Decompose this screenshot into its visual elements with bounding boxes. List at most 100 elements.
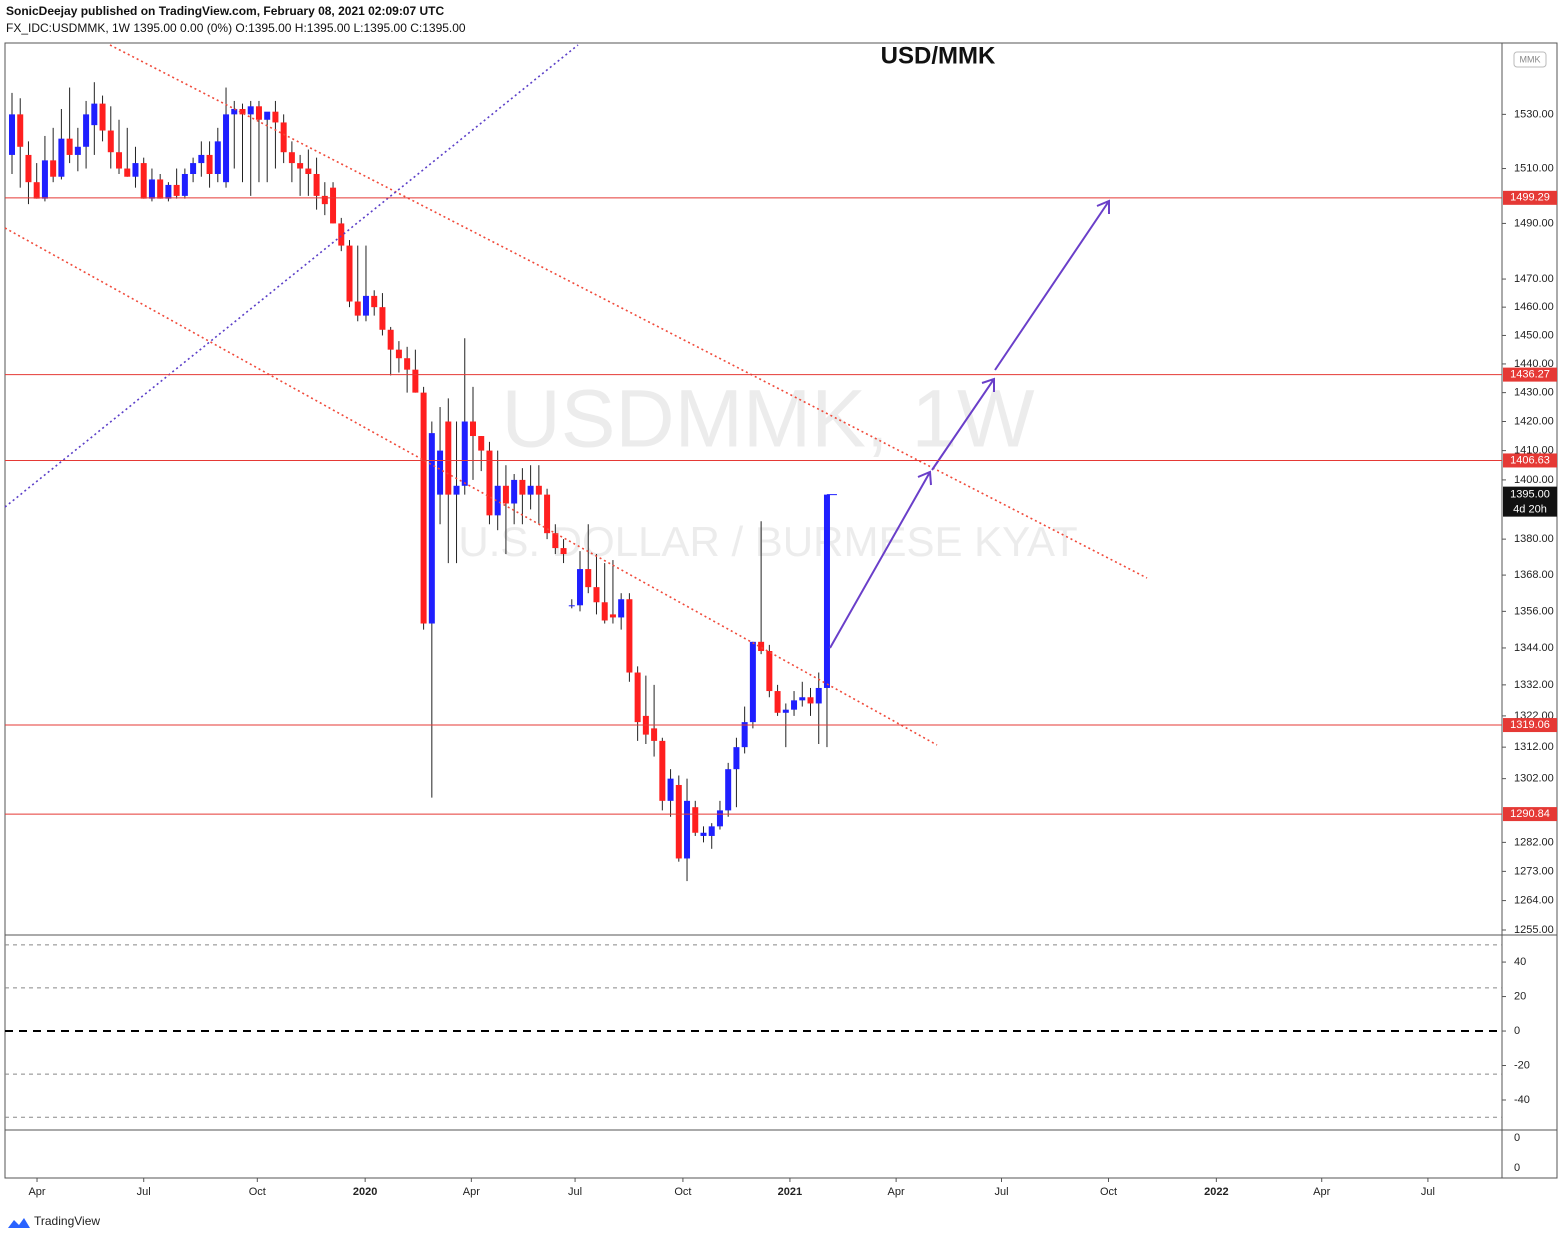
x-tick-label: Jul bbox=[568, 1186, 582, 1198]
y-tick-label: 1302.00 bbox=[1514, 773, 1554, 785]
level-label: 1406.63 bbox=[1510, 454, 1550, 466]
x-tick-label: 2022 bbox=[1204, 1186, 1228, 1198]
candle-body bbox=[190, 163, 197, 174]
candle-body bbox=[700, 832, 707, 836]
candle-body bbox=[239, 108, 246, 115]
candle-body bbox=[601, 602, 608, 621]
candle-body bbox=[116, 152, 123, 169]
candle-body bbox=[288, 152, 295, 164]
countdown: 4d 20h bbox=[1513, 504, 1547, 516]
candle-body bbox=[774, 691, 781, 713]
series bbox=[8, 82, 830, 882]
candle-body bbox=[634, 672, 641, 723]
candle-body bbox=[223, 114, 230, 183]
candle-body bbox=[412, 369, 419, 393]
y-tick-label: 1264.00 bbox=[1514, 894, 1554, 906]
x-tick-label: Apr bbox=[28, 1186, 45, 1198]
candle-body bbox=[708, 826, 715, 836]
candle-body bbox=[50, 160, 57, 177]
candle-body bbox=[387, 329, 394, 350]
watermark-subtitle: U.S. DOLLAR / BURMESE KYAT bbox=[458, 518, 1077, 565]
candle-body bbox=[66, 138, 73, 155]
y-tick-label: 1312.00 bbox=[1514, 741, 1554, 753]
candle-body bbox=[428, 433, 435, 624]
candle-body bbox=[486, 450, 493, 516]
y-tick-label: 1430.00 bbox=[1514, 387, 1554, 399]
level-label: 1290.84 bbox=[1510, 808, 1550, 820]
candle-body bbox=[445, 421, 452, 495]
logo bbox=[8, 1218, 30, 1228]
chart-title: USD/MMK bbox=[881, 42, 996, 69]
candle-body bbox=[124, 168, 131, 177]
currency: MMK bbox=[1520, 54, 1541, 64]
candle-body bbox=[733, 747, 740, 770]
candle-body bbox=[272, 111, 279, 123]
level-label: 1436.27 bbox=[1510, 369, 1550, 381]
candle-body bbox=[107, 130, 114, 153]
candle-body bbox=[354, 301, 361, 316]
candle-body bbox=[519, 479, 526, 495]
level-tag bbox=[1503, 718, 1557, 733]
candle-body bbox=[437, 450, 444, 495]
candle-body bbox=[725, 769, 732, 811]
candle-body bbox=[626, 599, 633, 673]
candle-body bbox=[560, 548, 567, 555]
candle-body bbox=[313, 173, 320, 196]
oscillator-tick-label: -20 bbox=[1514, 1059, 1530, 1071]
candle-body bbox=[33, 182, 40, 199]
candle-body bbox=[544, 494, 551, 534]
oscillator-tick-label: -40 bbox=[1514, 1094, 1530, 1106]
x-tick-label: Oct bbox=[674, 1186, 691, 1198]
level-label: 1319.06 bbox=[1510, 719, 1550, 731]
lower-pane-label: 0 bbox=[1514, 1132, 1520, 1144]
candle-body bbox=[577, 569, 584, 606]
arrow bbox=[994, 199, 1110, 371]
x-tick-label: 2021 bbox=[778, 1186, 802, 1198]
candle-body bbox=[618, 599, 625, 618]
y-tick-label: 1356.00 bbox=[1514, 605, 1554, 617]
candle-body bbox=[791, 700, 798, 710]
candle-body bbox=[157, 179, 164, 199]
candle-body bbox=[330, 187, 337, 224]
candle-body bbox=[231, 108, 238, 115]
candle-body bbox=[585, 569, 592, 588]
header-line2: FX_IDC:USDMMK, 1W 1395.00 0.00 (0%) O:13… bbox=[6, 21, 466, 35]
currency-box bbox=[1513, 51, 1547, 68]
candle-body bbox=[17, 114, 24, 147]
y-tick-label: 1273.00 bbox=[1514, 865, 1554, 877]
x-tick-label: Apr bbox=[888, 1186, 905, 1198]
candle-body bbox=[379, 307, 386, 330]
candle-body bbox=[535, 485, 542, 495]
y-tick-label: 1282.00 bbox=[1514, 836, 1554, 848]
candle-body bbox=[782, 709, 789, 713]
candle-body bbox=[494, 485, 501, 516]
y-tick-label: 1530.00 bbox=[1514, 108, 1554, 120]
y-tick-label: 1420.00 bbox=[1514, 415, 1554, 427]
candle-body bbox=[247, 106, 254, 115]
candle-body bbox=[552, 533, 559, 549]
y-tick-label: 1450.00 bbox=[1514, 329, 1554, 341]
candle-body bbox=[165, 184, 172, 199]
candle-body bbox=[8, 114, 15, 155]
candle-body bbox=[41, 160, 48, 199]
candle-body bbox=[502, 485, 509, 504]
candle-body bbox=[420, 392, 427, 624]
candle-body bbox=[651, 728, 658, 741]
x-tick-label: Oct bbox=[249, 1186, 266, 1198]
candle-body bbox=[198, 154, 205, 164]
level-label: 1499.29 bbox=[1510, 192, 1550, 204]
x-tick-label: Apr bbox=[1313, 1186, 1330, 1198]
candle-body bbox=[749, 641, 756, 723]
candle-body bbox=[280, 122, 287, 153]
y-tick-label: 1344.00 bbox=[1514, 642, 1554, 654]
x-tick-label: 2020 bbox=[353, 1186, 377, 1198]
brand: TradingView bbox=[34, 1214, 100, 1228]
level-tag bbox=[1503, 453, 1557, 468]
candle-body bbox=[58, 138, 65, 177]
candle-body bbox=[815, 687, 822, 704]
oscillator-tick-label: 40 bbox=[1514, 956, 1526, 968]
candle-body bbox=[667, 778, 674, 801]
candle-body bbox=[469, 421, 476, 437]
x-tick-label: Apr bbox=[463, 1186, 480, 1198]
candle-body bbox=[74, 146, 81, 155]
